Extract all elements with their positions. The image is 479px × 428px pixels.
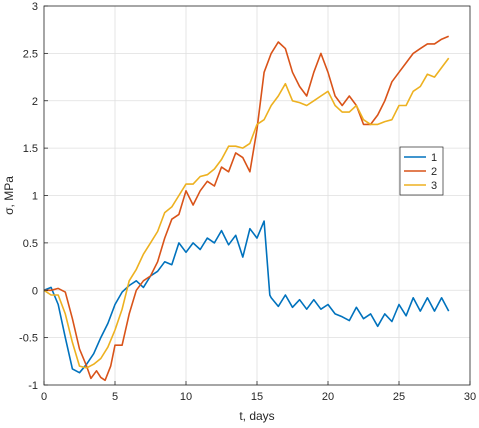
legend-label-3: 3: [431, 180, 437, 192]
y-tick-label: -0.5: [19, 333, 38, 345]
y-tick-label: 2: [32, 96, 38, 108]
x-tick-label: 15: [251, 391, 263, 403]
y-tick-label: -1: [28, 380, 38, 392]
y-tick-label: 2.5: [23, 48, 38, 60]
x-tick-label: 25: [393, 391, 405, 403]
y-tick-label: 0.5: [23, 238, 38, 250]
series-line-2: [44, 35, 450, 382]
x-tick-label: 20: [322, 391, 334, 403]
series-line-3: [43, 57, 450, 369]
x-tick-label: 5: [112, 391, 118, 403]
legend: 1 2 3: [399, 146, 444, 196]
x-axis-label: t, days: [239, 409, 274, 423]
y-axis-label: σ, MPa: [2, 176, 16, 215]
legend-label-1: 1: [431, 152, 437, 164]
y-tick-label: 1: [32, 191, 38, 203]
axis-ticks: 0 5 10 15 20 25 30 -1 -0.5 0 0.5 1 1.5 2 2.5 3: [19, 1, 476, 403]
legend-label-2: 2: [431, 166, 437, 178]
x-tick-label: 30: [464, 391, 476, 403]
series-line-1: [43, 220, 450, 374]
series-lines: [43, 35, 450, 382]
y-tick-label: 0: [32, 285, 38, 297]
y-tick-label: 1.5: [23, 143, 38, 155]
y-tick-label: 3: [32, 1, 38, 13]
x-tick-label: 10: [180, 391, 192, 403]
x-tick-label: 0: [41, 391, 47, 403]
